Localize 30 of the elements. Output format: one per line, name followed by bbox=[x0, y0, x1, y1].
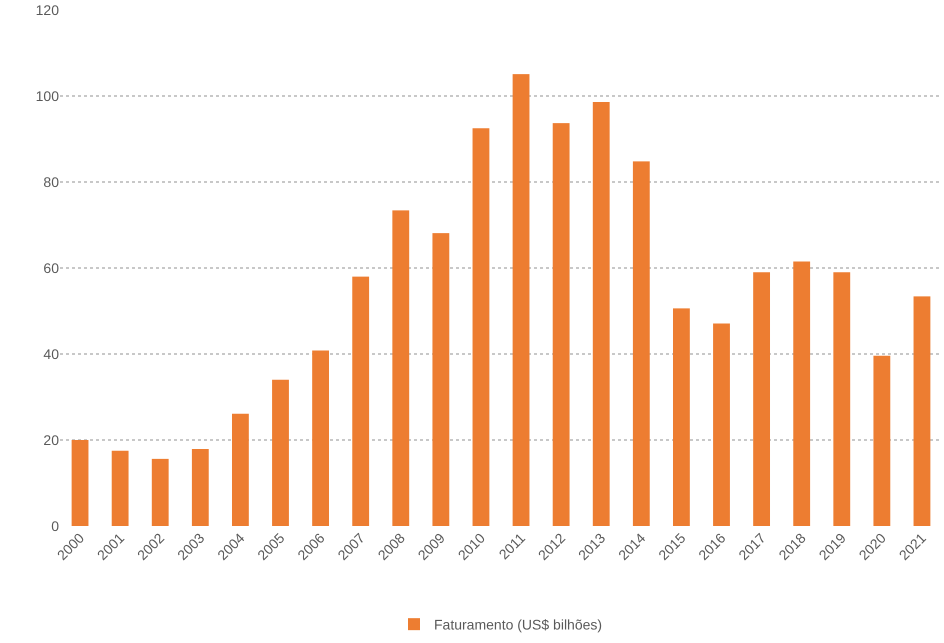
bar bbox=[793, 262, 810, 526]
bar bbox=[432, 233, 450, 526]
y-tick-label: 60 bbox=[43, 260, 60, 276]
bar bbox=[833, 272, 850, 526]
bar bbox=[592, 102, 610, 526]
bar bbox=[672, 308, 690, 526]
bar bbox=[152, 458, 169, 526]
bar bbox=[112, 450, 129, 526]
y-tick-label: 40 bbox=[43, 346, 60, 362]
bar bbox=[552, 123, 570, 526]
bar bbox=[352, 276, 370, 526]
bar bbox=[272, 380, 289, 526]
y-tick-label: 120 bbox=[36, 2, 60, 18]
bar bbox=[713, 323, 730, 526]
y-tick-label: 100 bbox=[36, 88, 60, 104]
bar bbox=[873, 356, 890, 526]
bar bbox=[392, 210, 410, 526]
legend-label: Faturamento (US$ bilhões) bbox=[434, 616, 602, 633]
bar bbox=[192, 449, 209, 526]
bar bbox=[232, 414, 249, 526]
bar bbox=[753, 272, 770, 526]
y-tick-label: 80 bbox=[43, 174, 60, 190]
y-tick-label: 0 bbox=[51, 518, 60, 534]
bar bbox=[914, 296, 930, 526]
bar bbox=[312, 350, 330, 526]
bar bbox=[632, 161, 650, 526]
bar bbox=[512, 74, 530, 526]
bar bbox=[472, 128, 490, 526]
bar bbox=[72, 440, 88, 526]
y-tick-label: 20 bbox=[43, 432, 60, 448]
